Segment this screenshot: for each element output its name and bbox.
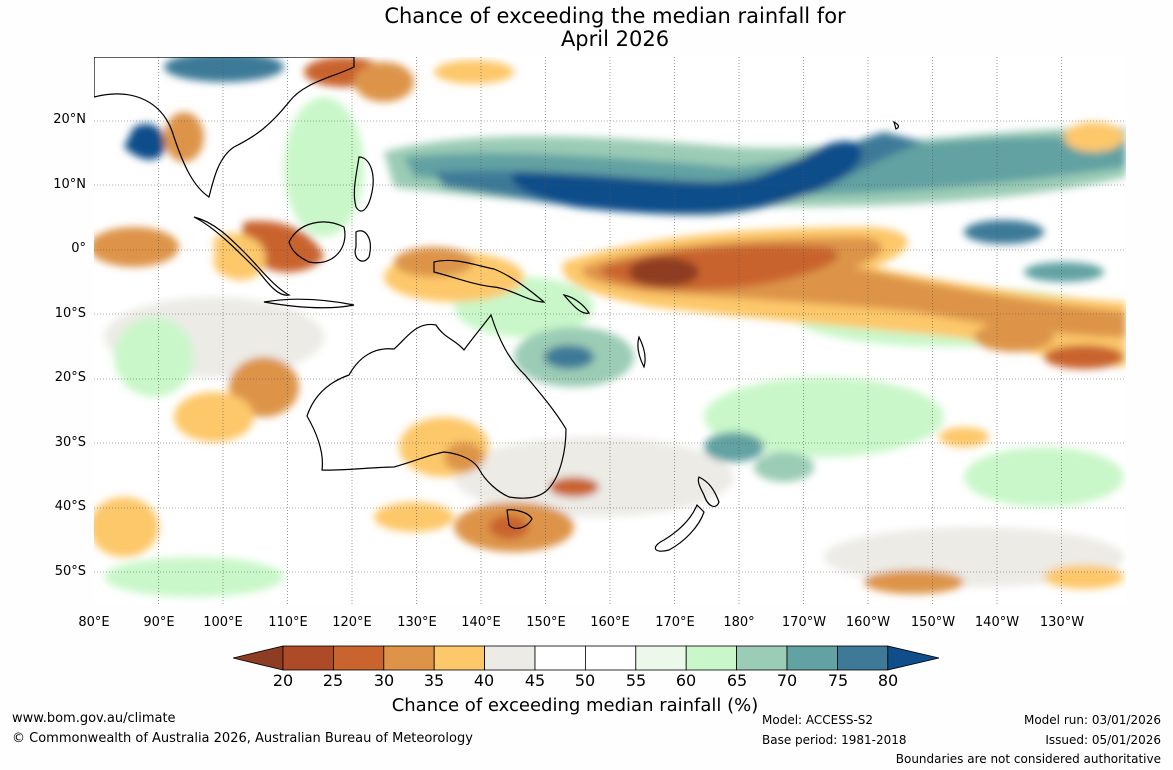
lat-label: 30°S xyxy=(54,435,86,450)
base-period: Base period: 1981-2018 xyxy=(762,733,907,747)
colorbar-tick: 45 xyxy=(524,671,546,690)
colorbar-swatch xyxy=(887,645,940,671)
lon-label: 140°W xyxy=(974,615,1020,630)
colorbar-swatch xyxy=(837,645,889,671)
java-coast xyxy=(263,298,355,309)
colorbar-swatch xyxy=(333,645,385,671)
colorbar-swatch xyxy=(534,645,586,671)
borneo-coast xyxy=(288,221,346,264)
colorbar-swatch xyxy=(685,645,738,671)
colorbar-tick: 50 xyxy=(574,671,596,690)
asia-coast xyxy=(94,57,355,198)
new-guinea-coast xyxy=(433,259,546,303)
lon-label: 150°W xyxy=(910,615,956,630)
footer-copyright: © Commonwealth of Australia 2026, Austra… xyxy=(12,731,473,746)
lon-label: 160°W xyxy=(845,615,891,630)
boundary-disclaimer: Boundaries are not considered authoritat… xyxy=(895,752,1161,766)
colorbar-tick: 35 xyxy=(423,671,445,690)
colorbar-tick: 65 xyxy=(726,671,748,690)
colorbar-swatch xyxy=(233,645,284,671)
solomon-coast xyxy=(562,294,590,314)
colorbar-tick: 40 xyxy=(473,671,495,690)
colorbar-title: Chance of exceeding median rainfall (%) xyxy=(391,695,759,716)
chart-title-line2: April 2026 xyxy=(560,27,670,51)
colorbar-swatch xyxy=(383,645,435,671)
lon-label: 90°E xyxy=(143,615,175,630)
model-name: Model: ACCESS-S2 xyxy=(762,713,874,727)
sulawesi-coast xyxy=(354,230,371,262)
lat-label: 20°S xyxy=(54,370,86,385)
lon-label: 130°E xyxy=(397,615,437,630)
lon-label: 110°E xyxy=(268,615,308,630)
colorbar-swatch xyxy=(635,645,687,671)
probability-field xyxy=(94,57,1126,597)
issued-date: Issued: 05/01/2026 xyxy=(1045,733,1161,747)
tasmania-coast xyxy=(506,509,533,529)
sumatra-coast xyxy=(193,216,291,296)
colorbar-tick: 75 xyxy=(827,671,849,690)
colorbar-tick: 30 xyxy=(373,671,395,690)
lon-label: 180° xyxy=(723,615,755,630)
map-canvas xyxy=(94,57,1126,605)
lat-label: 10°N xyxy=(53,177,86,192)
colorbar-tick: 80 xyxy=(877,671,899,690)
new-caledonia-coast xyxy=(637,335,646,369)
lon-label: 150°E xyxy=(526,615,566,630)
colorbar-swatch xyxy=(433,645,485,671)
nz-north-island xyxy=(697,476,720,508)
lon-label: 130°W xyxy=(1039,615,1085,630)
lat-label: 20°N xyxy=(53,112,86,127)
lon-label: 170°E xyxy=(655,615,695,630)
colorbar-swatch xyxy=(282,645,334,671)
lon-label: 140°E xyxy=(461,615,501,630)
colorbar-tick: 55 xyxy=(625,671,647,690)
colorbar-tick: 60 xyxy=(675,671,697,690)
lon-label: 100°E xyxy=(203,615,243,630)
colorbar-swatch xyxy=(786,645,838,671)
coastlines xyxy=(94,57,900,552)
colorbar-swatch xyxy=(484,645,536,671)
lat-label: 50°S xyxy=(54,564,86,579)
footer-url[interactable]: www.bom.gov.au/climate xyxy=(12,711,176,726)
hawaii-coast xyxy=(893,120,900,130)
colorbar-swatch xyxy=(736,645,788,671)
graticule xyxy=(94,57,1126,605)
colorbar-tick: 25 xyxy=(322,671,344,690)
lon-label: 170°W xyxy=(781,615,827,630)
rainfall-probability-map xyxy=(94,57,1126,605)
colorbar-tick: 20 xyxy=(272,671,294,690)
lat-label: 0° xyxy=(71,241,86,256)
colorbar xyxy=(233,645,940,671)
lon-label: 160°E xyxy=(590,615,630,630)
philippines-coast xyxy=(353,156,374,212)
australia-coast xyxy=(306,313,567,499)
lat-label: 40°S xyxy=(54,499,86,514)
chart-title-line1: Chance of exceeding the median rainfall … xyxy=(384,4,846,28)
lon-label: 80°E xyxy=(78,615,110,630)
lat-label: 10°S xyxy=(54,306,86,321)
model-run-date: Model run: 03/01/2026 xyxy=(1023,713,1161,727)
colorbar-swatch xyxy=(584,645,637,671)
nz-south-island xyxy=(654,503,705,552)
colorbar-tick: 70 xyxy=(776,671,798,690)
lon-label: 120°E xyxy=(332,615,372,630)
